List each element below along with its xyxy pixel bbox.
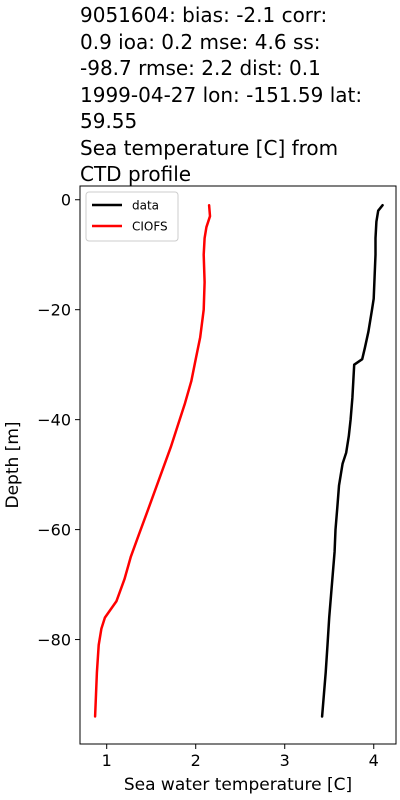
- legend-label: data: [132, 199, 159, 213]
- x-axis-label: Sea water temperature [C]: [124, 775, 352, 795]
- y-tick-label: −60: [37, 521, 71, 540]
- y-tick-label: −80: [37, 631, 71, 650]
- axes-layer: 1 2 3 4 0 −20 −40 −60 −80: [37, 185, 397, 770]
- title-line: Sea temperature [C] from: [80, 135, 339, 160]
- title-line: -98.7 rmse: 2.2 dist: 0.1: [80, 56, 321, 80]
- x-tick-label: 3: [280, 751, 290, 770]
- title-line: 0.9 ioa: 0.2 mse: 4.6 ss:: [80, 29, 321, 54]
- title-line: CTD profile: [80, 162, 192, 186]
- x-tick-label: 2: [191, 751, 201, 770]
- chart-title: 9051604: bias: -2.1 corr: 0.9 ioa: 0.2 m…: [80, 2, 396, 188]
- x-tick-label: 4: [369, 751, 379, 770]
- x-tick-label: 1: [102, 751, 112, 770]
- legend-label: CIOFS: [132, 220, 168, 234]
- y-axis-label: Depth [m]: [3, 421, 23, 508]
- title-line: 1999-04-27 lon: -151.59 lat:: [80, 82, 363, 107]
- y-tick-label: −40: [37, 411, 71, 430]
- legend: data CIOFS: [85, 191, 179, 242]
- title-line: 59.55: [80, 109, 138, 133]
- plot-frame: [79, 185, 397, 745]
- y-tick-label: 0: [61, 191, 71, 210]
- title-line: 9051604: bias: -2.1 corr:: [80, 3, 328, 27]
- series-line-data: [320, 203, 384, 718]
- series-layer: [93, 203, 384, 718]
- y-tick-label: −20: [37, 301, 71, 320]
- series-line-ciofs: [93, 203, 212, 718]
